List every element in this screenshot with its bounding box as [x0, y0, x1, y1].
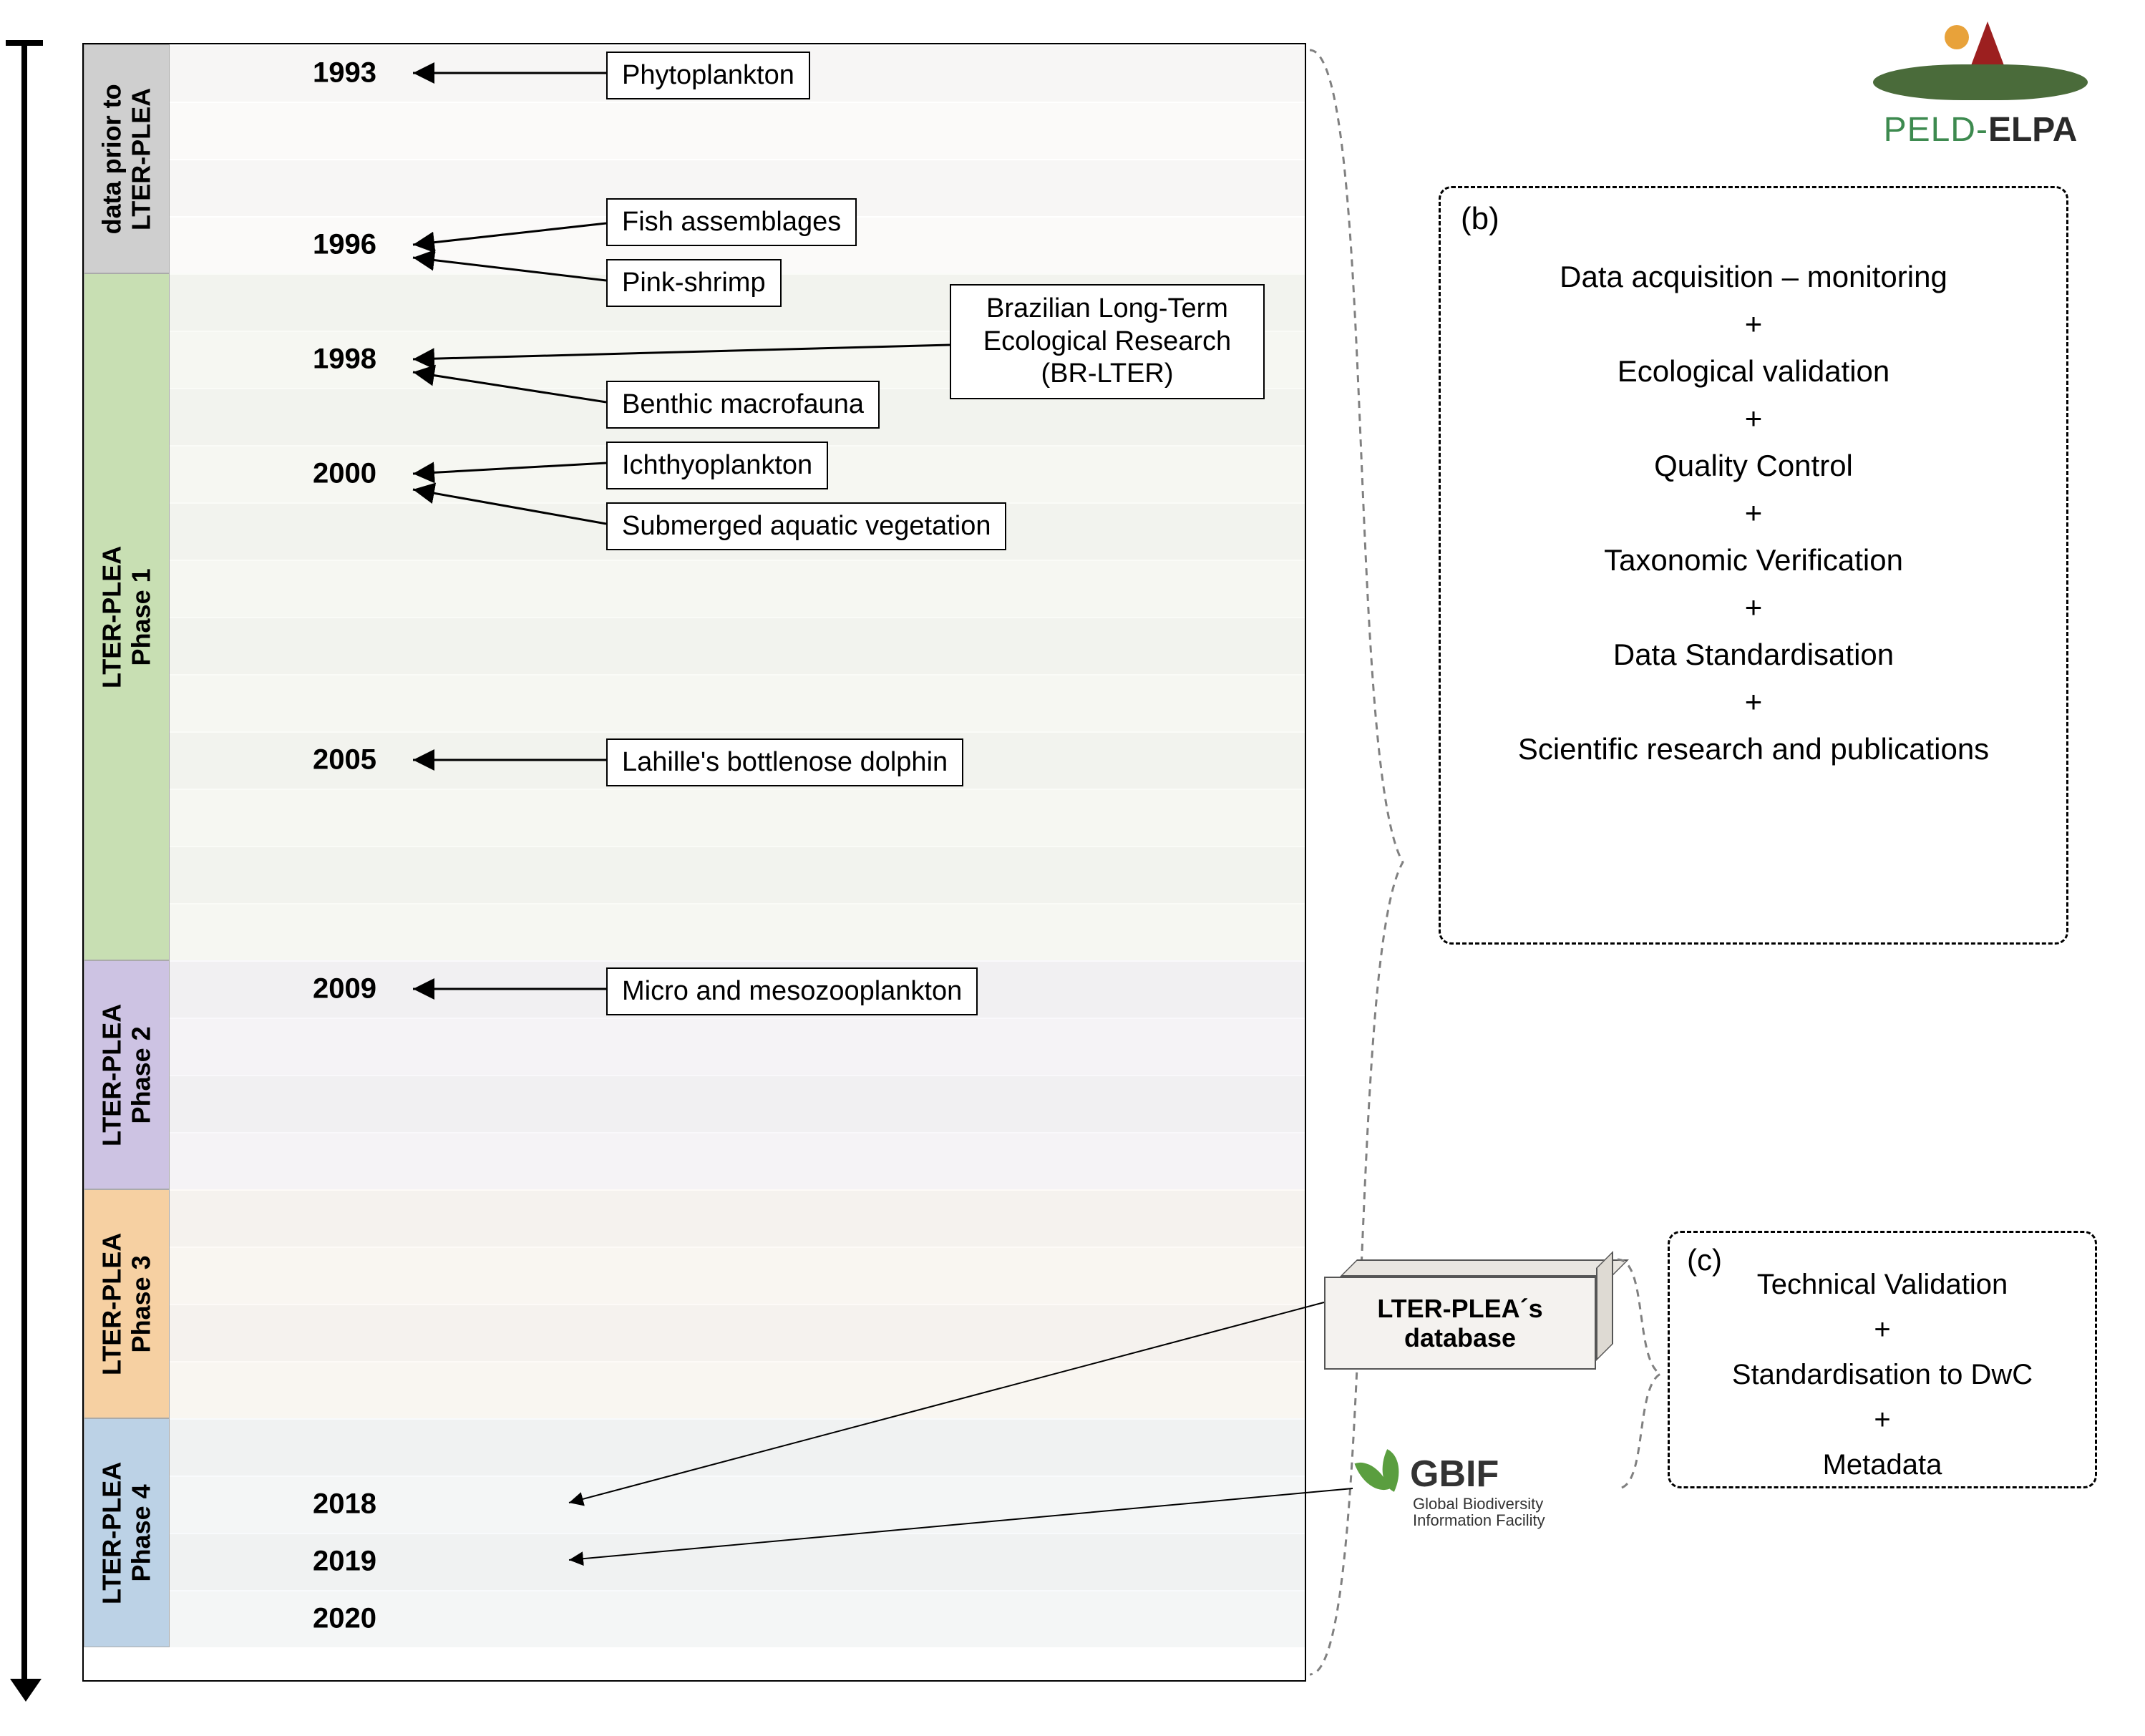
gbif-text: GBIF — [1410, 1453, 1499, 1495]
panel-label-c: (c) — [1687, 1243, 1722, 1277]
process-step: Standardisation to DwC — [1706, 1359, 2059, 1391]
plus-separator: + — [1706, 1404, 2059, 1436]
process-step: Metadata — [1706, 1449, 2059, 1481]
process-box-c: (c) Technical Validation + Standardisation… — [1668, 1231, 2097, 1488]
gbif-subtitle-1: Global Biodiversity — [1413, 1496, 1545, 1512]
plus-separator: + — [1706, 1314, 2059, 1346]
gbif-leaf-icon — [1360, 1453, 1410, 1496]
diagram-canvas: (a) data prior to LTER-PLEALTER-PLEA Pha… — [0, 0, 2145, 1736]
gbif-logo: GBIF Global Biodiversity Information Fac… — [1360, 1453, 1545, 1528]
gbif-subtitle-2: Information Facility — [1413, 1512, 1545, 1528]
process-step: Technical Validation — [1706, 1269, 2059, 1301]
